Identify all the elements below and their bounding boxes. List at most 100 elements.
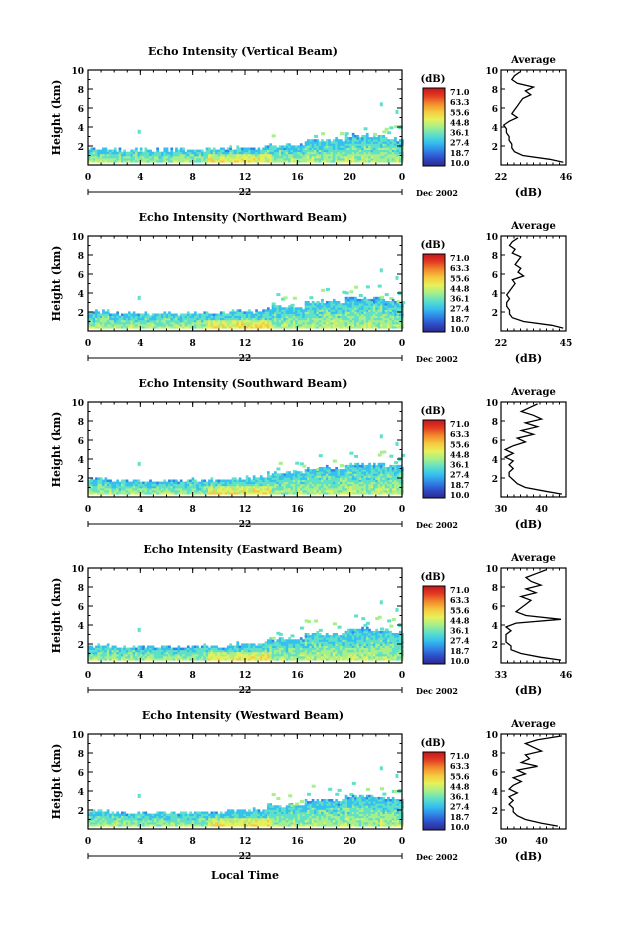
echo-cell: [172, 487, 176, 491]
echo-cell: [323, 651, 327, 655]
echo-cell: [304, 645, 308, 648]
echo-cell: [172, 481, 176, 485]
echo-cell: [121, 315, 124, 319]
echo-cell: [90, 315, 94, 319]
echo-cell: [172, 315, 176, 319]
echo-cell: [349, 326, 353, 329]
echo-cell: [182, 651, 185, 655]
echo-cell: [299, 160, 303, 163]
echo-cell: [99, 477, 103, 480]
echo-cell: [389, 155, 393, 159]
echo-cell: [144, 153, 148, 157]
echo-cell: [285, 639, 289, 642]
echo-cell: [373, 160, 376, 163]
echo-cell: [236, 311, 240, 314]
echo-cell: [212, 147, 216, 150]
echo-cell: [325, 313, 329, 316]
echo-cell: [179, 160, 183, 163]
echo-cell: [347, 490, 350, 493]
echo-cell: [163, 315, 167, 319]
echo-cell: [380, 298, 383, 302]
echo-cell: [377, 485, 381, 489]
echo-cell: [316, 645, 320, 648]
echo-cell: [330, 475, 334, 478]
echo-cell: [113, 481, 117, 485]
echo-cell: [347, 469, 350, 472]
echo-cell: [125, 658, 129, 661]
echo-cell: [335, 490, 338, 493]
echo-cell: [191, 319, 195, 323]
echo-cell: [132, 149, 136, 153]
echo-cell: [278, 490, 282, 493]
echo-cell: [370, 155, 374, 159]
echo-cell: [380, 143, 383, 146]
echo-cell: [161, 313, 164, 316]
echo-cell: [340, 477, 343, 480]
echo-cell: [274, 149, 277, 153]
echo-cell: [344, 298, 348, 302]
echo-cell: [365, 160, 369, 163]
echo-cell: [92, 149, 96, 153]
echo-cell: [332, 477, 336, 480]
echo-cell: [332, 479, 336, 482]
echo-cell: [95, 321, 98, 325]
echo-cell: [88, 653, 91, 657]
echo-cell: [95, 155, 98, 159]
echo-cell: [323, 483, 327, 487]
echo-cell: [238, 321, 242, 325]
echo-cell: [184, 481, 188, 485]
echo-cell: [236, 158, 240, 161]
echo-cell: [382, 462, 386, 466]
echo-cell: [380, 147, 383, 150]
echo-cell: [340, 483, 343, 487]
echo-cell: [337, 481, 341, 485]
echo-cell: [349, 462, 353, 466]
echo-cell: [92, 485, 96, 489]
echo-cell: [370, 483, 374, 487]
echo-cell: [146, 326, 150, 329]
echo-cell: [382, 315, 386, 319]
echo-cell: [285, 143, 289, 146]
echo-cell: [387, 492, 390, 495]
echo-cell: [248, 311, 251, 314]
echo-cell: [389, 305, 393, 308]
echo-cell: [349, 305, 353, 308]
echo-cell: [311, 317, 315, 321]
echo-cell: [285, 653, 289, 657]
echo-cell: [278, 649, 282, 653]
echo-cell: [328, 475, 331, 478]
echo-cell: [380, 139, 383, 142]
echo-cell: [323, 160, 327, 163]
echo-cell: [351, 471, 355, 474]
echo-cell: [106, 321, 110, 325]
echo-cell: [363, 492, 367, 495]
echo-cell: [252, 153, 256, 157]
echo-cell: [271, 473, 275, 476]
echo-cell: [184, 319, 188, 323]
echo-cell: [316, 637, 320, 640]
echo-cell: [163, 326, 167, 329]
echo-cell: [377, 453, 382, 457]
echo-cell: [243, 313, 247, 316]
colorbar-label: 27.4: [450, 470, 470, 480]
echo-cell: [194, 479, 197, 482]
echo-cell: [170, 481, 174, 485]
echo-cell: [389, 126, 394, 130]
echo-cell: [257, 153, 261, 157]
echo-cell: [344, 301, 348, 304]
echo-cell: [224, 653, 228, 657]
echo-cell: [215, 479, 218, 482]
echo-cell: [325, 143, 329, 146]
echo-cell: [132, 317, 136, 321]
echo-cell: [196, 656, 199, 659]
echo-cell: [318, 645, 322, 648]
echo-cell: [255, 479, 258, 482]
echo-cell: [172, 324, 176, 327]
echo-cell: [321, 132, 326, 136]
echo-cell: [123, 155, 126, 159]
echo-cell: [113, 487, 117, 491]
echo-cell: [302, 321, 305, 325]
echo-cell: [356, 462, 360, 466]
echo-cell: [267, 158, 270, 161]
echo-cell: [290, 315, 294, 319]
